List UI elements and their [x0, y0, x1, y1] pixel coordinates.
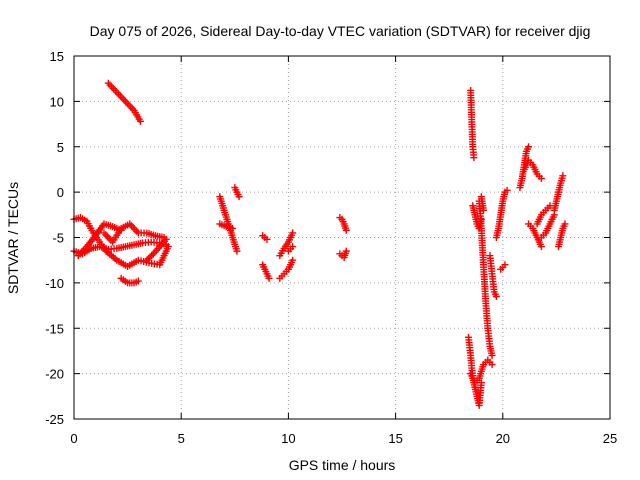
data-point: [488, 351, 496, 359]
data-point: [559, 172, 567, 180]
data-point: [162, 235, 170, 243]
data-point: [537, 175, 545, 183]
x-tick-label: 10: [281, 431, 295, 446]
axis-ticks: 0 5 10 15 20 25 15 10 5 0 -5 -10 -15 -20 -25: [45, 49, 617, 446]
data-point: [525, 143, 533, 151]
data-point: [146, 253, 154, 261]
data-point: [289, 229, 297, 237]
x-tick-label: 20: [496, 431, 510, 446]
data-point: [537, 243, 545, 251]
data-point: [263, 235, 271, 243]
x-tick-label: 15: [388, 431, 402, 446]
y-axis-label: SDTVAR / TECUs: [5, 182, 21, 294]
data-point: [488, 361, 496, 369]
y-tick-label: -10: [45, 276, 64, 291]
y-tick-label: 0: [57, 185, 64, 200]
data-point: [164, 243, 172, 251]
data-point: [470, 154, 478, 162]
data-point: [265, 274, 273, 282]
y-tick-label: -5: [52, 231, 64, 246]
y-tick-label: -20: [45, 367, 64, 382]
data-point: [501, 261, 509, 269]
data-point: [134, 277, 142, 285]
data-point: [477, 379, 485, 387]
data-point: [342, 247, 350, 255]
data-point: [492, 292, 500, 300]
data-point: [480, 206, 488, 214]
y-tick-label: -15: [45, 321, 64, 336]
data-layer: [70, 79, 569, 409]
data-point: [289, 256, 297, 264]
data-point: [148, 251, 156, 259]
data-point: [229, 224, 237, 232]
x-tick-label: 0: [70, 431, 77, 446]
x-tick-label: 5: [178, 431, 185, 446]
data-point: [233, 247, 241, 255]
data-point: [289, 243, 297, 251]
data-point: [561, 220, 569, 228]
data-point: [503, 186, 511, 194]
data-point: [342, 226, 350, 234]
grid-lines: [74, 56, 610, 419]
y-tick-label: 15: [50, 49, 64, 64]
x-axis-label: GPS time / hours: [289, 457, 396, 473]
data-point: [235, 193, 243, 201]
y-tick-label: -25: [45, 412, 64, 427]
data-point: [136, 117, 144, 125]
y-tick-label: 5: [57, 140, 64, 155]
data-point: [145, 255, 153, 263]
chart-title: Day 075 of 2026, Sidereal Day-to-day VTE…: [90, 23, 591, 39]
y-tick-label: 10: [50, 94, 64, 109]
x-tick-label: 25: [603, 431, 617, 446]
data-point: [143, 256, 151, 264]
